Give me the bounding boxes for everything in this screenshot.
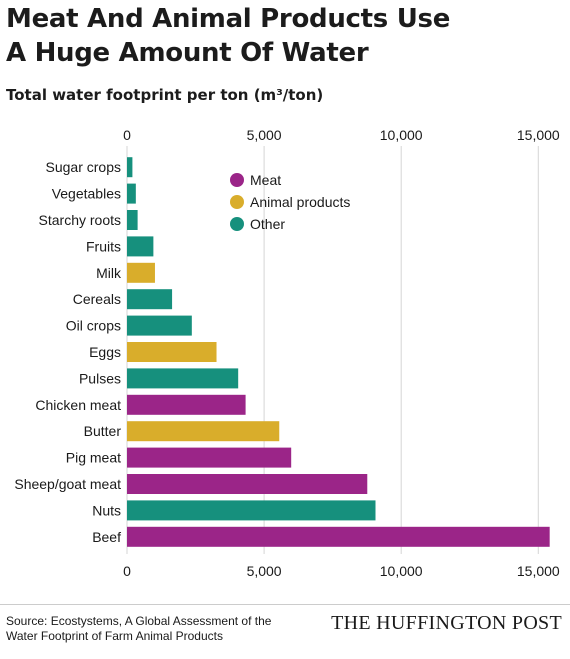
- category-label: Butter: [84, 423, 122, 439]
- bar: [127, 210, 138, 230]
- x-tick-label-bottom: 10,000: [380, 563, 423, 579]
- source-note: Source: Ecostystems, A Global Assessment…: [6, 614, 272, 643]
- chart-title: Meat And Animal Products Use A Huge Amou…: [6, 2, 566, 70]
- category-label: Chicken meat: [35, 397, 121, 413]
- legend-swatch: [230, 217, 244, 231]
- bar: [127, 315, 192, 336]
- bar: [127, 500, 376, 521]
- category-label: Beef: [92, 529, 121, 545]
- bar: [127, 157, 133, 178]
- category-label: Sugar crops: [46, 159, 121, 175]
- x-tick-label-top: 15,000: [517, 127, 560, 143]
- bar-chart: 0 0 5,000 5,000 10,000 10,000 15,000 15,000 Suga…: [14, 127, 560, 579]
- category-label: Pig meat: [66, 450, 121, 466]
- x-tick-label-bottom: 5,000: [247, 563, 282, 579]
- bar: [127, 342, 217, 362]
- category-label: Sheep/goat meat: [14, 476, 121, 492]
- bar: [127, 421, 280, 442]
- footer-divider: [0, 604, 570, 605]
- bar: [127, 262, 155, 283]
- category-label: Vegetables: [52, 186, 121, 202]
- x-tick-label-top: 5,000: [247, 127, 282, 143]
- category-label: Oil crops: [66, 318, 121, 334]
- x-tick-label-top: 10,000: [380, 127, 423, 143]
- legend-label: Other: [250, 216, 285, 232]
- bar: [127, 526, 550, 547]
- category-label: Pulses: [79, 370, 121, 386]
- title-line-2: A Huge Amount Of Water: [6, 38, 369, 68]
- bar: [127, 289, 173, 310]
- category-label: Fruits: [86, 238, 121, 254]
- x-tick-label-top: 0: [123, 127, 131, 143]
- bar: [127, 368, 239, 389]
- bar: [127, 183, 136, 204]
- category-label: Starchy roots: [39, 212, 121, 228]
- bar: [127, 474, 368, 494]
- legend-swatch: [230, 173, 244, 187]
- category-label: Milk: [96, 265, 122, 281]
- bar: [127, 447, 292, 468]
- legend-swatch: [230, 195, 244, 209]
- legend-label: Meat: [250, 172, 281, 188]
- title-line-1: Meat And Animal Products Use: [6, 4, 451, 34]
- bar: [127, 394, 246, 415]
- category-label: Nuts: [92, 502, 121, 518]
- x-tick-label-bottom: 0: [123, 563, 131, 579]
- legend-label: Animal products: [250, 194, 350, 210]
- publisher-logo: THE HUFFINGTON POST: [331, 612, 562, 634]
- x-tick-label-bottom: 15,000: [517, 563, 560, 579]
- chart-subtitle: Total water footprint per ton (m³/ton): [6, 86, 324, 104]
- category-label: Cereals: [73, 291, 121, 307]
- category-label: Eggs: [89, 344, 121, 360]
- bar: [127, 236, 154, 257]
